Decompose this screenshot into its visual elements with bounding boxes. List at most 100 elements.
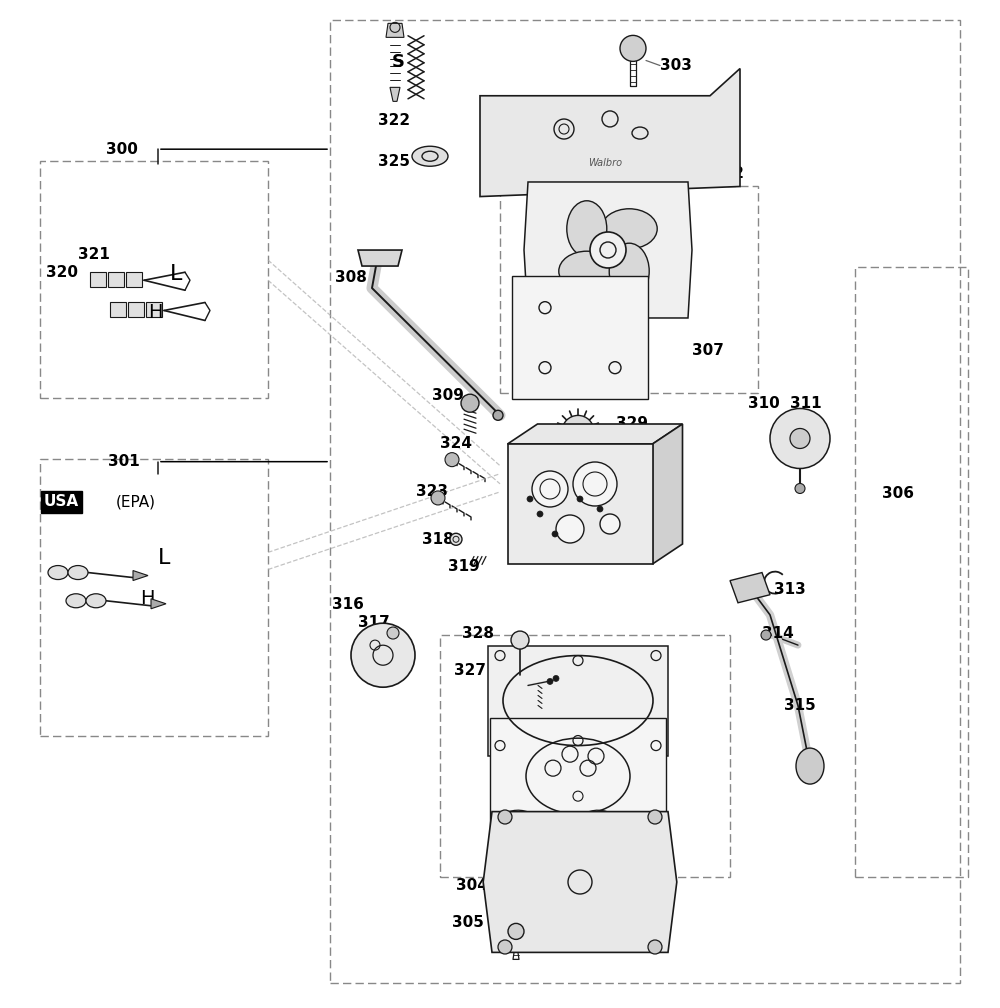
Text: H: H (148, 303, 162, 322)
Circle shape (562, 415, 594, 448)
Circle shape (573, 462, 617, 506)
Text: 320: 320 (46, 265, 78, 279)
Circle shape (431, 491, 445, 505)
Text: 322: 322 (378, 114, 410, 128)
Circle shape (648, 940, 662, 954)
Text: 307: 307 (692, 344, 724, 358)
Circle shape (445, 453, 459, 467)
Ellipse shape (66, 594, 86, 608)
Circle shape (498, 940, 512, 954)
Circle shape (761, 630, 771, 640)
Text: 317: 317 (358, 616, 390, 630)
Text: Walbro: Walbro (588, 158, 622, 168)
Circle shape (450, 533, 462, 545)
Polygon shape (652, 424, 682, 564)
Text: 309: 309 (432, 388, 464, 402)
Text: 303: 303 (660, 58, 692, 73)
Circle shape (648, 810, 662, 824)
Bar (90, 272, 106, 287)
Circle shape (620, 35, 646, 61)
Polygon shape (730, 573, 770, 603)
Text: 328: 328 (462, 626, 494, 640)
Circle shape (556, 515, 584, 543)
Circle shape (597, 506, 603, 512)
Polygon shape (151, 599, 166, 609)
Circle shape (461, 394, 479, 412)
Text: 325: 325 (378, 154, 410, 168)
Circle shape (547, 678, 553, 684)
Polygon shape (483, 811, 677, 953)
Text: S: S (392, 53, 405, 72)
Text: 312: 312 (736, 583, 768, 597)
Circle shape (552, 531, 558, 537)
Circle shape (600, 514, 620, 534)
Ellipse shape (68, 565, 88, 580)
Text: 304: 304 (456, 878, 488, 892)
Text: 324: 324 (440, 436, 472, 451)
Text: 302: 302 (712, 166, 744, 180)
Ellipse shape (609, 243, 649, 299)
Text: L: L (170, 264, 182, 284)
Circle shape (493, 410, 503, 420)
Bar (488, 645, 668, 756)
Circle shape (577, 496, 583, 502)
Ellipse shape (601, 209, 657, 249)
Polygon shape (524, 182, 692, 318)
Text: 327: 327 (454, 663, 486, 677)
Ellipse shape (412, 146, 448, 166)
Bar (40, 161, 268, 398)
Circle shape (511, 631, 529, 649)
Circle shape (795, 484, 805, 494)
Polygon shape (512, 276, 648, 399)
Circle shape (553, 675, 559, 681)
Text: 313: 313 (774, 583, 806, 597)
Ellipse shape (559, 251, 615, 291)
Bar (40, 459, 268, 736)
Bar (128, 302, 144, 318)
Bar (108, 272, 124, 287)
Bar (440, 635, 730, 877)
Text: 311: 311 (790, 396, 822, 410)
Text: 323: 323 (416, 485, 448, 499)
Text: H: H (140, 590, 154, 608)
Bar (110, 302, 126, 318)
Polygon shape (480, 69, 740, 197)
Text: 316: 316 (332, 598, 364, 612)
Ellipse shape (567, 201, 607, 257)
Polygon shape (508, 444, 652, 564)
Circle shape (527, 496, 533, 502)
Bar (126, 272, 142, 287)
Text: 301: 301 (108, 455, 140, 469)
Text: 321: 321 (78, 247, 110, 261)
Text: 329: 329 (616, 416, 648, 430)
Polygon shape (133, 571, 148, 581)
Polygon shape (386, 23, 404, 37)
Text: 318: 318 (422, 532, 454, 546)
Text: 308: 308 (335, 270, 367, 284)
Text: L: L (158, 548, 170, 569)
Bar (500, 186, 758, 393)
Ellipse shape (48, 565, 68, 580)
Text: 314: 314 (762, 626, 794, 640)
Text: 306: 306 (882, 487, 914, 501)
Text: (EPA): (EPA) (116, 495, 156, 509)
Circle shape (790, 428, 810, 449)
Circle shape (387, 627, 399, 639)
Polygon shape (390, 88, 400, 102)
Ellipse shape (86, 594, 106, 608)
Circle shape (590, 232, 626, 268)
Bar (330, 20, 960, 983)
Text: 315: 315 (784, 699, 816, 713)
Text: 305: 305 (452, 915, 484, 929)
Bar (855, 267, 968, 877)
Text: USA: USA (44, 495, 79, 509)
Circle shape (770, 408, 830, 469)
Circle shape (508, 923, 524, 939)
Text: 310: 310 (748, 396, 780, 410)
Text: 300: 300 (106, 142, 138, 156)
Ellipse shape (796, 748, 824, 784)
Circle shape (351, 623, 415, 687)
Text: 319: 319 (448, 559, 480, 574)
Bar (146, 302, 162, 318)
Polygon shape (508, 424, 682, 444)
